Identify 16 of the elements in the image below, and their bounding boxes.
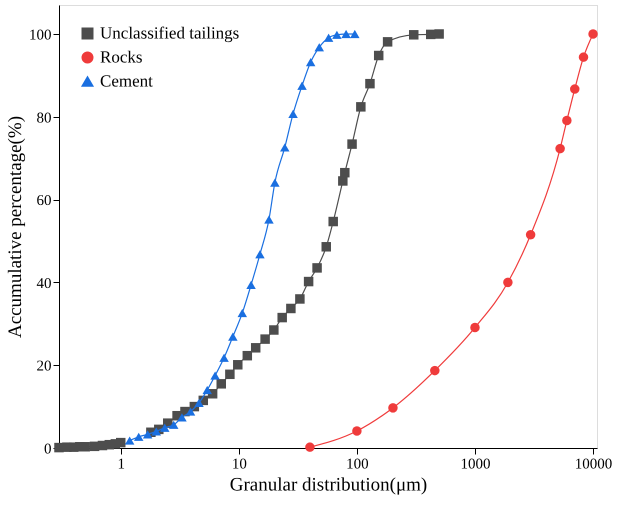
x-tick-label: 100 [346,456,369,472]
x-tick-label: 10000 [574,456,612,472]
x-tick-label: 1000 [460,456,490,472]
y-tick-label: 80 [36,110,52,126]
x-tick-label: 1 [117,456,125,472]
x-axis-title: Granular distribution(μm) [230,474,428,496]
legend-label: Rocks [100,48,142,66]
y-tick-label: 20 [36,358,52,375]
y-tick-label: 0 [44,442,52,458]
y-axis-title: Accumulative percentage(%) [5,116,26,338]
y-tick-label: 60 [36,193,52,210]
x-tick-label: 10 [232,456,247,472]
y-tick-label: 40 [36,276,52,292]
legend-label: Unclassified tailings [100,24,240,42]
legend-label: Cement [100,72,154,90]
y-tick-label: 100 [29,27,52,44]
